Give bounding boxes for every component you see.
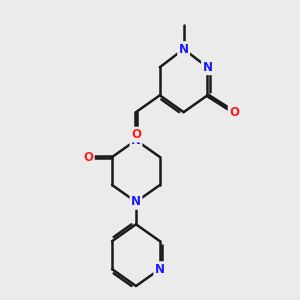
- Text: N: N: [131, 134, 141, 147]
- Text: N: N: [131, 195, 141, 208]
- Text: O: O: [131, 128, 141, 141]
- Text: O: O: [229, 106, 239, 118]
- Text: N: N: [155, 263, 165, 276]
- Text: N: N: [179, 43, 189, 56]
- Text: O: O: [83, 151, 93, 164]
- Text: N: N: [202, 61, 212, 74]
